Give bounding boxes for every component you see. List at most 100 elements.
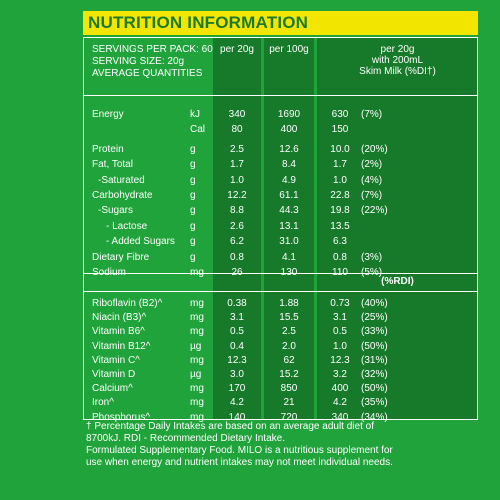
value-with-milk: 6.3	[333, 236, 347, 248]
value-per20: 140	[228, 411, 246, 423]
nutrient-unit: mg	[190, 397, 204, 409]
nutrient-name: Riboflavin (B2)^	[92, 298, 163, 309]
value-per100: 21	[283, 397, 295, 409]
col-header-per100: per 100g	[269, 44, 309, 55]
value-percent: (40%)	[361, 298, 388, 309]
value-percent: (25%)	[361, 312, 388, 324]
value-per100: 44.3	[279, 205, 299, 217]
value-with-milk: 3.2	[333, 369, 347, 380]
milk-column-bg	[317, 37, 478, 419]
nutrient-name: -Sugars	[98, 205, 134, 217]
col-header-per20: per 20g	[220, 44, 254, 55]
average-quantities: AVERAGE QUANTITIES	[92, 68, 203, 79]
value-per100: 720	[280, 411, 298, 423]
per100-column-bg	[264, 37, 314, 419]
value-percent: (35%)	[361, 397, 388, 409]
value-per100: 1.88	[279, 298, 299, 309]
nutrient-unit: mg	[190, 267, 204, 278]
nutrient-name: Iron^	[92, 397, 114, 409]
nutrient-unit: g	[190, 159, 196, 171]
value-per20: 12.3	[227, 354, 247, 366]
nutrient-unit: g	[190, 236, 196, 248]
col-header-milk-2: with 200mL	[371, 55, 424, 66]
value-per100: 2.0	[282, 340, 296, 352]
panel-title: NUTRITION INFORMATION	[83, 11, 478, 35]
nutrient-unit: g	[190, 205, 196, 217]
section-divider-bottom	[83, 291, 478, 292]
value-with-milk: 400	[331, 383, 349, 395]
nutrient-name: Vitamin C^	[92, 354, 140, 366]
nutrient-name: Energy	[92, 109, 124, 120]
value-with-milk: 630	[331, 109, 349, 120]
value-percent: (50%)	[361, 383, 388, 395]
nutrient-unit: g	[190, 251, 196, 263]
value-with-milk: 150	[331, 124, 349, 136]
nutrient-unit: mg	[190, 411, 204, 423]
nutrient-unit: kJ	[190, 109, 200, 120]
nutrient-name: - Lactose	[106, 220, 148, 232]
nutrient-name: Carbohydrate	[92, 190, 153, 201]
nutrient-name: - Added Sugars	[106, 236, 175, 248]
value-per20: 1.0	[230, 174, 244, 186]
value-per100: 130	[280, 267, 298, 278]
value-per20: 1.7	[230, 159, 244, 171]
servings-per-pack: SERVINGS PER PACK: 60	[92, 44, 213, 55]
nutrient-name: Vitamin D	[92, 369, 136, 380]
value-percent: (31%)	[361, 354, 388, 366]
nutrient-name: Dietary Fibre	[92, 251, 150, 263]
footnote-line-3: Formulated Supplementary Food. MILO is a…	[86, 445, 393, 456]
value-per100: 400	[280, 124, 298, 136]
value-per100: 8.4	[282, 159, 296, 171]
value-per20: 26	[231, 267, 243, 278]
value-percent: (20%)	[361, 143, 388, 155]
value-per20: 80	[231, 124, 243, 136]
nutrient-name: Fat, Total	[92, 159, 133, 171]
value-per100: 4.1	[282, 251, 296, 263]
nutrient-unit: g	[190, 143, 196, 155]
value-percent: (33%)	[361, 326, 388, 338]
footnote-line-1: † Percentage Daily Intakes are based on …	[86, 421, 374, 432]
value-per100: 62	[283, 354, 295, 366]
footnote: † Percentage Daily Intakes are based on …	[86, 421, 481, 469]
value-percent: (50%)	[361, 340, 388, 352]
value-percent: (7%)	[361, 109, 383, 120]
header-divider	[83, 95, 478, 96]
value-per20: 6.2	[230, 236, 244, 248]
value-with-milk: 110	[332, 267, 348, 278]
per20-column-bg	[213, 37, 261, 419]
value-with-milk: 0.73	[330, 298, 350, 309]
value-per20: 2.6	[230, 220, 244, 232]
value-with-milk: 0.5	[333, 326, 347, 338]
value-percent: (2%)	[361, 159, 383, 171]
footnote-line-4: use when energy and nutrient intakes may…	[86, 457, 393, 468]
value-percent: (32%)	[361, 369, 388, 380]
value-per20: 340	[228, 109, 246, 120]
value-per100: 4.9	[282, 174, 296, 186]
nutrient-unit: µg	[190, 340, 202, 352]
value-with-milk: 19.8	[330, 205, 350, 217]
value-per20: 3.0	[230, 369, 244, 380]
value-with-milk: 0.8	[333, 251, 347, 263]
section-divider-top	[83, 273, 478, 274]
value-percent: (22%)	[361, 205, 388, 217]
nutrient-name: Protein	[92, 143, 124, 155]
value-per100: 2.5	[282, 326, 296, 338]
footnote-line-2: 8700kJ. RDI - Recommended Dietary Intake…	[86, 433, 285, 444]
nutrient-name: Vitamin B6^	[92, 326, 145, 338]
nutrient-name: Vitamin B12^	[92, 340, 151, 352]
nutrition-panel: NUTRITION INFORMATION SERVINGS PER PACK:…	[83, 11, 478, 489]
nutrient-unit: g	[190, 190, 196, 201]
value-per100: 61.1	[279, 190, 299, 201]
col-header-milk-1: per 20g	[380, 44, 415, 55]
value-percent: (5%)	[361, 267, 383, 278]
nutrient-unit: Cal	[190, 124, 206, 136]
nutrient-unit: mg	[190, 326, 204, 338]
value-per100: 31.0	[279, 236, 299, 248]
nutrient-name: Calcium^	[92, 383, 133, 395]
value-with-milk: 1.7	[333, 159, 347, 171]
col-header-milk-3: Skim Milk (%DI†)	[359, 66, 436, 77]
nutrient-unit: mg	[190, 383, 204, 395]
value-per100: 850	[280, 383, 298, 395]
nutrient-unit: g	[190, 220, 196, 232]
value-with-milk: 3.1	[333, 312, 347, 324]
